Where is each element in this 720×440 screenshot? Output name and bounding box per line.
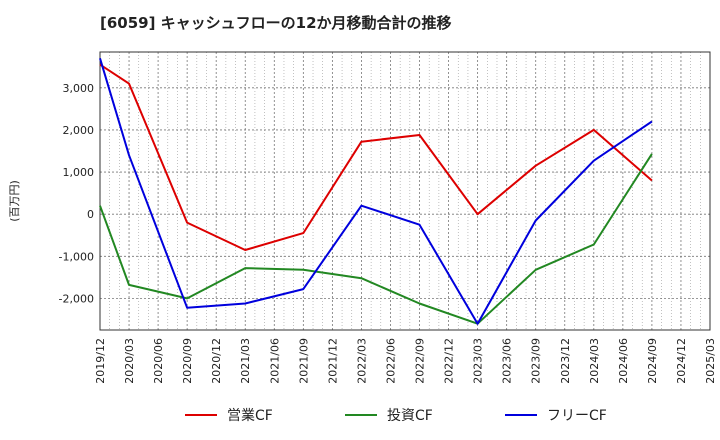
x-tick-labels: 2019/12 2020/03 2020/06 2020/09 2020/12 2021/…: [94, 338, 717, 384]
legend-label-1: 投資CF: [387, 408, 433, 424]
x-tick-label: 2024/09: [646, 338, 659, 384]
x-tick-label: 2022/06: [384, 338, 397, 384]
x-tick-label: 2021/06: [268, 338, 281, 384]
y-tick-label: -2,000: [59, 292, 94, 305]
x-tick-label: 2020/06: [152, 338, 165, 384]
x-tick-label: 2022/09: [414, 338, 427, 384]
x-tick-label: 2024/03: [588, 338, 601, 384]
series-layer: [99, 58, 653, 325]
x-tick-label: 2020/12: [210, 338, 223, 384]
x-tick-label: 2023/06: [501, 338, 514, 384]
y-tick-label: -1,000: [59, 250, 94, 263]
series-line-0: [99, 63, 653, 251]
x-tick-label: 2021/09: [297, 338, 310, 384]
y-tick-labels: -2,000 -1,000 0 1,000 2,000 3,000: [59, 82, 94, 306]
x-tick-label: 2023/03: [472, 338, 485, 384]
y-tick-label: 1,000: [63, 166, 95, 179]
plot-background: [100, 52, 710, 330]
series-line-1: [99, 153, 653, 325]
x-tick-label: 2024/06: [617, 338, 630, 384]
y-axis-label: (百万円): [8, 180, 21, 222]
series-line-2: [99, 58, 653, 325]
x-tick-label: 2023/09: [530, 338, 543, 384]
x-tick-label: 2020/03: [123, 338, 136, 384]
legend-label-0: 営業CF: [227, 408, 273, 424]
x-tick-label: 2025/03: [704, 338, 717, 384]
x-tick-label: 2022/03: [355, 338, 368, 384]
x-tick-label: 2022/12: [443, 338, 456, 384]
plot-frame: [99, 51, 711, 331]
x-tick-label: 2020/09: [181, 338, 194, 384]
y-tick-label: 2,000: [63, 124, 95, 137]
x-tick-label: 2024/12: [675, 338, 688, 384]
axis-layer: [99, 51, 711, 331]
x-tick-label: 2023/12: [559, 338, 572, 384]
chart-title: [6059] キャッシュフローの12か月移動合計の推移: [100, 14, 452, 32]
y-tick-label: 3,000: [63, 82, 95, 95]
legend: 営業CF 投資CF フリーCF: [185, 408, 607, 424]
y-tick-label: 0: [87, 208, 94, 221]
grid-layer: [99, 52, 711, 330]
x-tick-label: 2019/12: [94, 338, 107, 384]
x-tick-label: 2021/12: [326, 338, 339, 384]
legend-label-2: フリーCF: [547, 408, 607, 424]
x-tick-label: 2021/03: [239, 338, 252, 384]
